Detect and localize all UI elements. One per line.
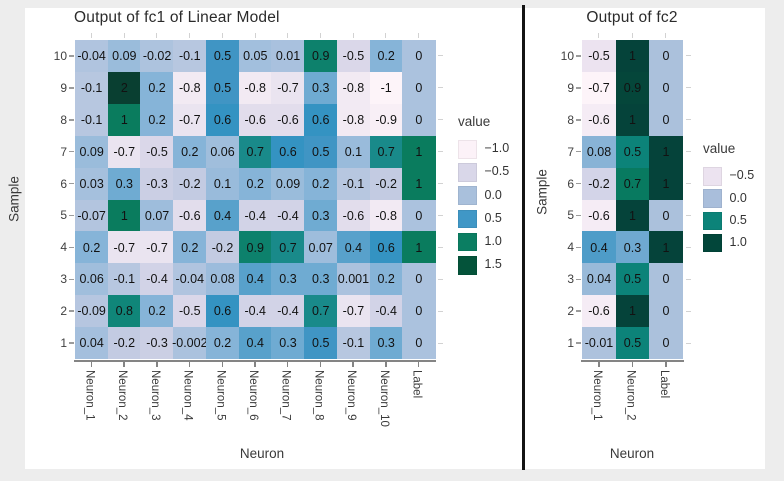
y-axis-title: Sample: [6, 176, 22, 222]
divider-line: [522, 5, 525, 470]
figure-panel: [25, 8, 765, 469]
